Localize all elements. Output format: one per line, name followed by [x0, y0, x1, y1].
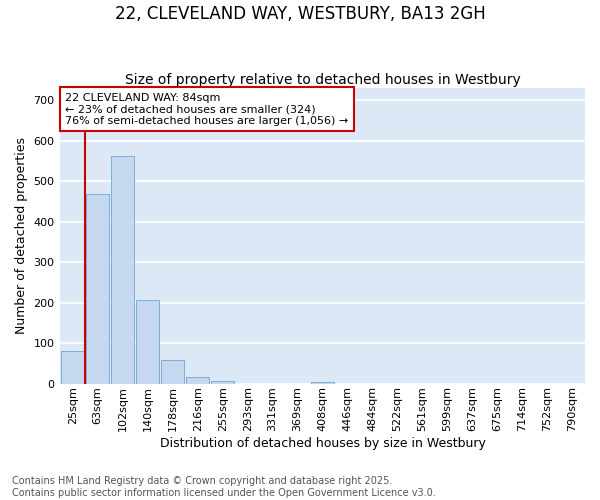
Bar: [61, 351, 84, 384]
Text: 22, CLEVELAND WAY, WESTBURY, BA13 2GH: 22, CLEVELAND WAY, WESTBURY, BA13 2GH: [115, 5, 485, 23]
Bar: [112, 156, 134, 384]
Text: Contains HM Land Registry data © Crown copyright and database right 2025.
Contai: Contains HM Land Registry data © Crown c…: [12, 476, 436, 498]
Bar: [311, 382, 334, 384]
Bar: [187, 377, 209, 384]
Bar: [86, 194, 109, 384]
X-axis label: Distribution of detached houses by size in Westbury: Distribution of detached houses by size …: [160, 437, 485, 450]
Bar: [136, 300, 159, 384]
Text: 22 CLEVELAND WAY: 84sqm
← 23% of detached houses are smaller (324)
76% of semi-d: 22 CLEVELAND WAY: 84sqm ← 23% of detache…: [65, 92, 349, 126]
Title: Size of property relative to detached houses in Westbury: Size of property relative to detached ho…: [125, 73, 520, 87]
Bar: [211, 381, 234, 384]
Y-axis label: Number of detached properties: Number of detached properties: [15, 138, 28, 334]
Bar: [161, 360, 184, 384]
